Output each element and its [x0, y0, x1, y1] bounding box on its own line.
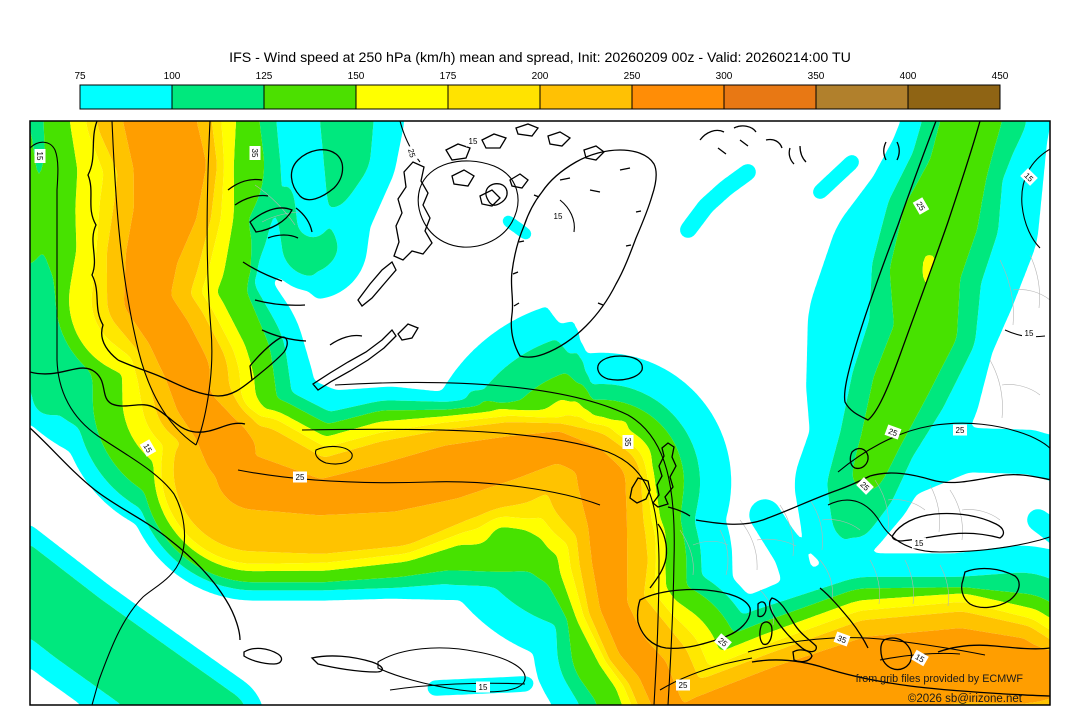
- svg-text:25: 25: [679, 681, 688, 690]
- svg-text:400: 400: [900, 71, 917, 82]
- svg-text:175: 175: [440, 71, 457, 82]
- svg-text:15: 15: [469, 137, 478, 146]
- svg-text:25: 25: [956, 426, 965, 435]
- svg-text:200: 200: [532, 71, 549, 82]
- svg-text:35: 35: [623, 438, 632, 447]
- svg-text:250: 250: [624, 71, 641, 82]
- svg-text:25: 25: [887, 427, 899, 439]
- svg-text:450: 450: [992, 71, 1009, 82]
- svg-text:©2026 sb@irizone.net: ©2026 sb@irizone.net: [908, 693, 1023, 705]
- svg-text:15: 15: [554, 212, 563, 221]
- svg-text:15: 15: [915, 539, 924, 548]
- svg-text:100: 100: [164, 71, 181, 82]
- svg-text:from grib files provided by EC: from grib files provided by ECMWF: [856, 673, 1024, 685]
- svg-text:75: 75: [74, 71, 86, 82]
- svg-text:25: 25: [406, 148, 417, 159]
- svg-text:125: 125: [256, 71, 273, 82]
- svg-text:15: 15: [479, 683, 488, 692]
- svg-text:350: 350: [808, 71, 825, 82]
- svg-text:35: 35: [836, 634, 848, 646]
- svg-text:25: 25: [296, 473, 305, 482]
- svg-text:IFS - Wind speed at 250 hPa (k: IFS - Wind speed at 250 hPa (km/h) mean …: [229, 50, 851, 66]
- svg-text:15: 15: [35, 152, 44, 161]
- svg-text:150: 150: [348, 71, 365, 82]
- svg-text:35: 35: [250, 149, 259, 158]
- svg-text:15: 15: [1025, 329, 1034, 338]
- svg-text:300: 300: [716, 71, 733, 82]
